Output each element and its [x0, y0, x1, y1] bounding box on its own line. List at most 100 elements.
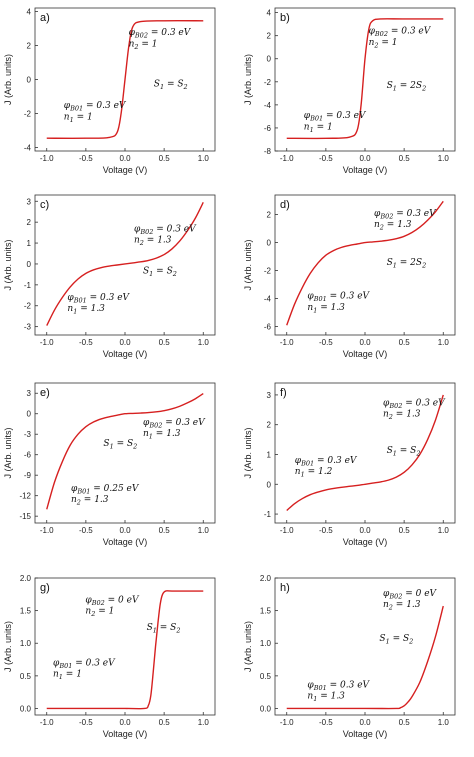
x-tick-label: 0.5: [159, 154, 171, 163]
chart-annotation: n1 = 1.3: [307, 303, 345, 315]
x-axis-label: Voltage (V): [343, 537, 388, 547]
x-tick-label: 0.5: [399, 718, 411, 727]
plot-frame: [34, 194, 216, 336]
x-tick-label: -0.5: [319, 338, 333, 347]
jv-curve: [46, 201, 204, 326]
y-tick-label: -4: [264, 101, 272, 110]
y-tick-label: -4: [264, 295, 272, 304]
jv-curve: [286, 18, 444, 140]
x-tick-label: 1.0: [438, 338, 450, 347]
y-axis-label: J (Arb. units): [3, 239, 13, 290]
y-tick-label: -9: [24, 471, 32, 480]
chart-annotation: n2 = 1.3: [383, 410, 421, 422]
y-tick-label: -12: [19, 492, 31, 501]
x-tick-label: 0.0: [359, 718, 371, 727]
chart-annotation: φB02 = 0 eV: [85, 596, 140, 608]
x-tick-label: 0.0: [359, 154, 371, 163]
chart-annotation: φB01 = 0.3 eV: [295, 456, 358, 468]
chart-annotation: S1 = S2: [387, 446, 421, 458]
chart-panel-1: -1.0 -0.5 0.0 0.5 1.0 -4 -2 0 2 4 Voltage (V) J (Ar…: [3, 7, 216, 175]
x-tick-label: 0.5: [159, 338, 171, 347]
chart-annotation: n2 = 1: [129, 40, 158, 52]
x-tick-label: 0.0: [119, 526, 131, 535]
chart-annotation: n2 = 1: [85, 607, 114, 619]
y-tick-label: 1.0: [260, 639, 272, 648]
plot-frame: [34, 382, 216, 524]
x-axis-label: Voltage (V): [103, 349, 148, 359]
chart-annotation: n1 = 1: [304, 123, 333, 135]
y-tick-label: 0.5: [20, 672, 32, 681]
x-tick-label: -0.5: [319, 526, 333, 535]
y-axis-label: J (Arb. units): [243, 54, 253, 105]
chart-annotation: S1 = 2S2: [387, 258, 427, 270]
y-tick-label: 2.0: [20, 574, 32, 583]
chart-panel-8: -1.0 -0.5 0.0 0.5 1.0 0.0 0.5 1.0 1.5 2.0 Voltage …: [243, 574, 456, 739]
chart-annotation: φB02 = 0.3 eV: [134, 224, 197, 236]
panel-label: g): [40, 582, 50, 594]
x-tick-label: -0.5: [79, 154, 93, 163]
chart-annotation: S1 = S2: [147, 623, 181, 635]
chart-annotation: φB01 = 0.3 eV: [67, 293, 130, 305]
x-tick-label: 0.5: [159, 718, 171, 727]
x-tick-label: -1.0: [40, 526, 54, 535]
x-tick-label: 1.0: [438, 718, 450, 727]
y-tick-label: 2: [267, 211, 272, 220]
y-tick-label: 0: [27, 260, 32, 269]
y-tick-label: 2.0: [260, 574, 272, 583]
y-tick-label: 3: [267, 391, 272, 400]
x-tick-label: -0.5: [79, 338, 93, 347]
y-tick-label: 4: [267, 9, 272, 18]
x-tick-label: -1.0: [40, 338, 54, 347]
chart-annotation: φB02 = 0.3 eV: [129, 28, 192, 40]
x-tick-label: 0.0: [359, 526, 371, 535]
y-tick-label: 1.5: [20, 607, 32, 616]
y-tick-label: 1: [27, 239, 32, 248]
chart-annotation: S1 = 2S2: [387, 81, 427, 93]
chart-panel-3: -1.0 -0.5 0.0 0.5 1.0 -3 -2 -1 0 1 2 3 Voltage (V) J …: [3, 194, 216, 359]
chart-annotation: n2 = 1.3: [134, 236, 172, 248]
y-tick-label: 0.0: [20, 704, 32, 713]
x-tick-label: 0.0: [119, 338, 131, 347]
x-tick-label: 0.5: [399, 526, 411, 535]
y-tick-label: -3: [24, 323, 32, 332]
y-tick-label: -1: [24, 281, 32, 290]
x-tick-label: 1.0: [438, 154, 450, 163]
y-tick-label: 0: [27, 76, 32, 85]
panel-label: e): [40, 387, 50, 399]
chart-annotation: n2 = 1.3: [71, 495, 109, 507]
x-tick-label: -1.0: [280, 154, 294, 163]
chart-annotation: S1 = S2: [103, 439, 137, 451]
y-tick-label: -2: [24, 110, 32, 119]
chart-annotation: φB02 = 0 eV: [383, 589, 438, 601]
y-tick-label: 2: [27, 41, 32, 50]
chart-annotation: φB01 = 0.3 eV: [307, 292, 370, 304]
x-tick-label: 0.0: [119, 154, 131, 163]
x-tick-label: 0.5: [159, 526, 171, 535]
x-tick-label: 0.0: [359, 338, 371, 347]
chart-annotation: φB01 = 0.3 eV: [53, 659, 116, 671]
panel-label: d): [280, 199, 290, 211]
chart-panel-6: -1.0 -0.5 0.0 0.5 1.0 -1 0 1 2 3 Voltage (V) J (Arb…: [243, 382, 456, 547]
y-tick-label: -1: [264, 510, 272, 519]
x-axis-label: Voltage (V): [103, 729, 148, 739]
chart-annotation: n1 = 1.3: [143, 429, 181, 441]
chart-annotation: n1 = 1: [64, 113, 93, 125]
y-axis-label: J (Arb. units): [3, 54, 13, 105]
jv-curve: [46, 393, 204, 510]
chart-annotation: n1 = 1: [53, 670, 82, 682]
x-tick-label: 1.0: [198, 526, 210, 535]
y-tick-label: -8: [264, 147, 272, 156]
chart-panel-2: -1.0 -0.5 0.0 0.5 1.0 -8 -6 -4 -2 0 2 4 Voltage (V) J…: [243, 7, 456, 175]
y-tick-label: -6: [264, 323, 272, 332]
chart-annotation: φB02 = 0.3 eV: [143, 418, 206, 430]
panel-label: b): [280, 12, 290, 24]
panel-label: c): [40, 199, 49, 211]
jv-curve: [46, 20, 204, 139]
y-tick-label: 3: [27, 389, 32, 398]
y-tick-label: 2: [27, 218, 32, 227]
jv-curve: [286, 394, 444, 512]
x-tick-label: -0.5: [79, 718, 93, 727]
y-tick-label: 0: [267, 480, 272, 489]
chart-annotation: n1 = 1.3: [67, 304, 105, 316]
